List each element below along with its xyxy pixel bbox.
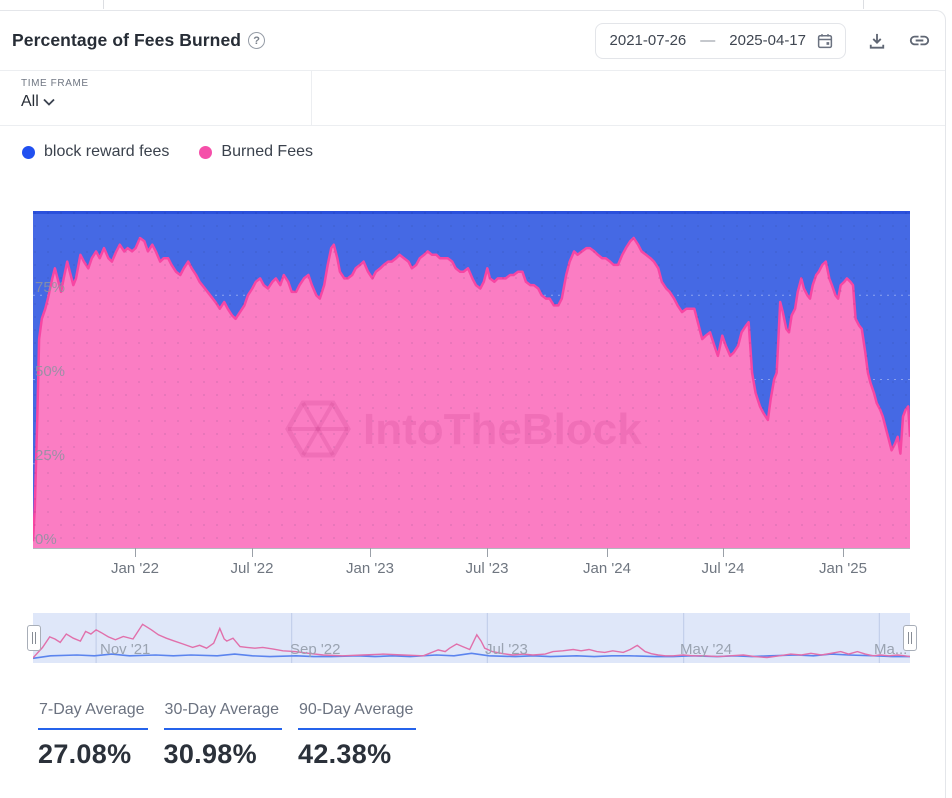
stat-7-day-average: 7-Day Average 27.08% xyxy=(38,701,148,770)
timeframe-row: TIME FRAME All xyxy=(0,71,945,126)
divider xyxy=(103,0,104,9)
nav-axis-label: May '24 xyxy=(680,641,733,658)
nav-axis-label: Nov '21 xyxy=(100,641,151,658)
stat-value: 27.08% xyxy=(38,739,132,769)
nav-axis-label: Jul '23 xyxy=(485,641,528,658)
legend-dot-blue xyxy=(22,145,35,159)
x-axis-tick xyxy=(487,548,488,557)
divider xyxy=(311,71,312,125)
date-separator: — xyxy=(700,32,716,49)
watermark-text: IntoTheBlock xyxy=(363,405,642,454)
x-axis-label: Jul '23 xyxy=(465,560,509,577)
x-axis-tick xyxy=(843,548,844,557)
stat-value: 30.98% xyxy=(163,739,257,769)
calendar-icon[interactable] xyxy=(816,32,834,50)
page-title: Percentage of Fees Burned xyxy=(12,30,242,50)
legend-dot-pink xyxy=(199,145,213,159)
top-strip xyxy=(0,0,952,10)
help-icon[interactable]: ? xyxy=(248,32,266,49)
header-controls: 2021-07-26 — 2025-04-17 xyxy=(594,22,931,59)
timeframe-label: TIME FRAME xyxy=(21,78,89,89)
nav-axis-label: Ma... xyxy=(874,641,908,658)
legend-label: Burned Fees xyxy=(221,143,313,160)
stat-label: 30-Day Average xyxy=(163,701,282,730)
stat-label: 7-Day Average xyxy=(38,701,148,730)
legend-label: block reward fees xyxy=(44,143,170,160)
brush-handle-right[interactable] xyxy=(903,625,917,651)
fees-burned-area-chart[interactable]: IntoTheBlock xyxy=(33,211,910,548)
x-axis-label: Jan '22 xyxy=(111,560,159,577)
x-axis-line xyxy=(33,548,910,549)
x-axis-label: Jul '24 xyxy=(701,560,745,577)
card-header: Percentage of Fees Burned ? 2021-07-26 —… xyxy=(0,11,945,71)
chevron-down-icon xyxy=(43,98,55,106)
stat-30-day-average: 30-Day Average 30.98% xyxy=(163,701,282,770)
date-start[interactable]: 2021-07-26 xyxy=(609,32,687,49)
legend-item-burned-fees[interactable]: Burned Fees xyxy=(199,143,313,161)
divider xyxy=(863,0,864,9)
x-axis-label: Jul '22 xyxy=(230,560,274,577)
date-end[interactable]: 2025-04-17 xyxy=(729,32,806,49)
y-axis-label: 25% xyxy=(35,447,66,464)
x-axis-tick xyxy=(723,548,724,557)
stat-value: 42.38% xyxy=(298,739,392,769)
chart-legend: block reward fees Burned Fees xyxy=(0,126,313,178)
download-icon xyxy=(867,31,887,51)
chart-card: Percentage of Fees Burned ? 2021-07-26 —… xyxy=(0,10,946,798)
x-axis-tick xyxy=(370,548,371,557)
share-link-button[interactable] xyxy=(908,29,931,52)
x-axis-label: Jan '25 xyxy=(819,560,867,577)
averages-panel: 7-Day Average 27.08% 30-Day Average 30.9… xyxy=(38,701,417,770)
stat-90-day-average: 90-Day Average 42.38% xyxy=(298,701,417,770)
link-icon xyxy=(908,29,931,52)
y-axis-label: 50% xyxy=(35,363,66,380)
x-axis-label: Jan '23 xyxy=(346,560,394,577)
timeframe-value[interactable]: All xyxy=(21,93,39,110)
stat-label: 90-Day Average xyxy=(298,701,417,730)
date-range-picker[interactable]: 2021-07-26 — 2025-04-17 xyxy=(594,22,846,59)
brush-handle-left[interactable] xyxy=(27,625,41,651)
download-button[interactable] xyxy=(867,31,887,51)
y-axis-label: 75% xyxy=(35,279,66,296)
y-axis-label: 0% xyxy=(35,531,57,548)
x-axis-tick xyxy=(135,548,136,557)
x-axis-tick xyxy=(607,548,608,557)
legend-item-block-reward-fees[interactable]: block reward fees xyxy=(22,143,169,161)
nav-axis-label: Sep '22 xyxy=(290,641,341,658)
x-axis-label: Jan '24 xyxy=(583,560,631,577)
timeframe-selector[interactable]: TIME FRAME All xyxy=(21,78,89,111)
navigator-brush-chart[interactable] xyxy=(33,613,910,663)
x-axis-tick xyxy=(252,548,253,557)
